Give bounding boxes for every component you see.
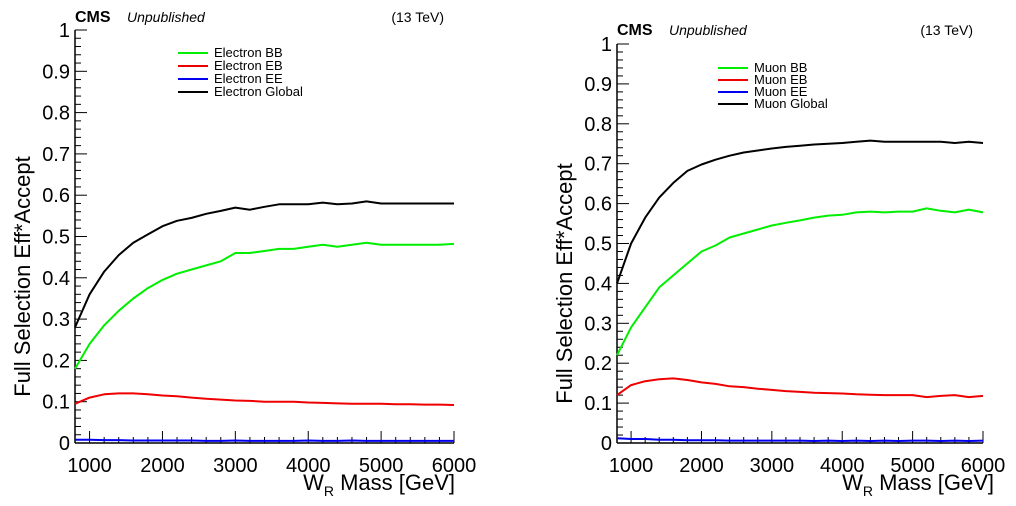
y-tick-label: 0.8: [42, 103, 70, 125]
x-tick-label: 1000: [67, 455, 112, 477]
x-tick-label: 2000: [140, 455, 185, 477]
y-tick-label: 0.5: [42, 227, 70, 249]
legend-label-electron-global: Electron Global: [214, 84, 303, 99]
x-axis-title-rest: Mass [GeV]: [334, 470, 455, 495]
series-line-electron-ee: [75, 438, 454, 442]
y-axis-title: Full Selection Eff*Accept: [10, 156, 35, 397]
header-experiment: CMS: [75, 9, 111, 26]
x-axis-title-subscript: R: [324, 483, 334, 499]
x-tick-label: 5000: [359, 455, 404, 477]
legend-label-electron-eb: Electron EB: [214, 58, 283, 73]
y-tick-label: 0.9: [42, 61, 70, 83]
series-line-electron-global: [74, 200, 454, 328]
series-line-electron-eb: [74, 392, 455, 406]
legend-label-electron-bb: Electron BB: [214, 45, 283, 60]
x-axis-title-main: W: [303, 470, 324, 495]
header-status: Unpublished: [127, 9, 206, 25]
y-tick-label: 0.7: [42, 144, 70, 166]
series-line-electron-bb: [74, 241, 455, 370]
y-tick-label: 0.4: [42, 268, 70, 290]
x-axis-title: WR Mass [GeV]: [303, 470, 455, 499]
y-tick-label: 0.6: [42, 185, 70, 207]
legend-label-electron-ee: Electron EE: [214, 71, 283, 86]
y-tick-label: 0.1: [42, 392, 70, 414]
x-tick-label: 4000: [286, 455, 331, 477]
y-tick-label: 0: [59, 433, 70, 455]
x-tick-label: 3000: [213, 455, 258, 477]
y-tick-label: 1: [59, 20, 70, 42]
header-energy: (13 TeV): [391, 9, 444, 25]
y-tick-label: 0.3: [42, 309, 70, 331]
x-tick-label: 6000: [432, 455, 477, 477]
y-tick-label: 0.2: [42, 350, 70, 372]
